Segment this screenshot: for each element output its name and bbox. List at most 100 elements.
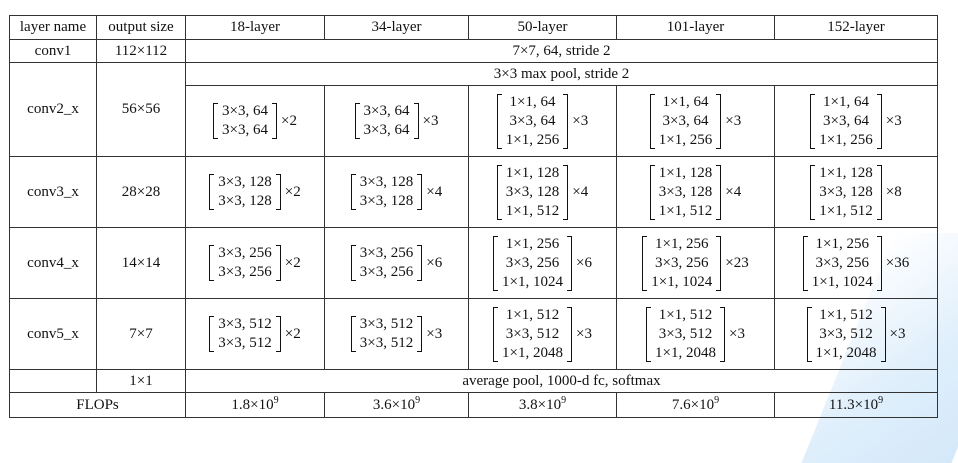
bracket-group: 3×3, 128 3×3, 128 [350,173,423,211]
repeat-count: ×3 [422,112,439,129]
bracket-group: 3×3, 512 3×3, 512 [350,315,423,353]
repeat-count: ×4 [725,183,742,200]
header-cell: 101-layer [616,15,775,40]
flops-mantissa: 7.6×10 [671,396,715,413]
layer-name-cell: conv5_x [9,298,97,370]
output-size-cell: 7×7 [96,298,186,370]
block-layer-spec: 1×1, 256 [505,131,560,148]
block-layer-spec: 1×1, 64 [509,93,556,110]
block-cell: 3×3, 128 3×3, 128 ×4 [324,156,469,228]
bracket-group: 1×1, 512 3×3, 512 1×1, 2048 [806,306,886,363]
block-layer-spec: 3×3, 128 [359,174,414,190]
block-layer-spec: 1×1, 512 [819,306,873,323]
repeat-count: ×3 [889,325,906,342]
block-layer-spec: 1×1, 128 [819,164,873,181]
block-cell: 3×3, 128 3×3, 128 ×2 [185,156,325,228]
block-layer-spec: 3×3, 64 [222,103,268,119]
block-layer-spec: 3×3, 512 [505,325,560,342]
block-layer-spec: 1×1, 128 [658,164,713,181]
block-layer-spec: 3×3, 64 [222,122,268,138]
block-row: conv5_x 7×7 3×3, 512 3×3, 512 ×2 3×3, 512 3×3,… [9,298,938,370]
block-layer-spec: 1×1, 1024 [651,273,713,290]
block-layer-spec: 3×3, 512 [658,325,713,342]
flops-exponent: 9 [273,394,279,406]
block-layer-spec: 3×3, 512 [359,335,414,351]
repeat-count: ×36 [885,254,910,271]
block-layer-spec: 3×3, 256 [505,254,560,271]
bracket-group: 1×1, 256 3×3, 256 1×1, 1024 [493,235,572,292]
bracket-group: 1×1, 128 3×3, 128 1×1, 512 [649,164,722,221]
flops-label-cell: FLOPs [9,392,186,418]
bracket-group: 3×3, 64 3×3, 64 [213,102,277,140]
block-layer-spec: 3×3, 64 [823,112,869,129]
block-cell: 3×3, 256 3×3, 256 ×6 [324,227,469,299]
repeat-count: ×4 [426,183,443,200]
block-layer-spec: 1×1, 256 [655,235,709,252]
header-cell: 34-layer [324,15,469,40]
avgpool-spec-cell: average pool, 1000-d fc, softmax [185,369,938,393]
block-layer-spec: 3×3, 64 [363,122,410,138]
bracket-group: 3×3, 64 3×3, 64 [354,102,419,140]
layer-name-cell: conv1 [9,39,97,63]
repeat-count: ×3 [729,325,745,342]
bracket-group: 3×3, 128 3×3, 128 [209,173,282,211]
flops-mantissa: 11.3×10 [828,396,879,413]
block-cell: 3×3, 512 3×3, 512 ×3 [324,298,469,370]
repeat-count: ×3 [576,325,592,342]
repeat-count: ×2 [281,112,297,129]
block-layer-spec: 3×3, 512 [218,335,272,351]
block-layer-spec: 1×1, 256 [658,131,713,148]
block-cell: 1×1, 128 3×3, 128 1×1, 512 ×4 [468,156,617,228]
bracket-group: 1×1, 512 3×3, 512 1×1, 2048 [646,306,725,363]
bracket-group: 1×1, 256 3×3, 256 1×1, 1024 [642,235,722,292]
bracket-group: 1×1, 128 3×3, 128 1×1, 512 [810,164,883,221]
block-layer-spec: 3×3, 128 [359,193,414,209]
repeat-count: ×3 [426,325,443,342]
bracket-group: 1×1, 512 3×3, 512 1×1, 2048 [493,306,572,363]
layer-name-cell: conv3_x [9,156,97,228]
flops-value-cell: 3.6×109 [324,392,469,418]
block-cell: 3×3, 512 3×3, 512 ×2 [185,298,325,370]
block-cell: 1×1, 128 3×3, 128 1×1, 512 ×8 [774,156,938,228]
block-layer-spec: 1×1, 1024 [811,273,873,290]
block-layer-spec: 3×3, 512 [359,316,414,332]
header-cell: 152-layer [774,15,938,40]
block-row: conv4_x 14×14 3×3, 256 3×3, 256 ×2 3×3, 256 3×… [9,227,938,299]
header-cell: 50-layer [468,15,617,40]
block-layer-spec: 3×3, 64 [509,112,556,129]
repeat-count: ×6 [426,254,443,271]
block-layer-spec: 3×3, 128 [218,193,272,209]
repeat-count: ×3 [725,112,742,129]
conv1-spec-cell: 7×7, 64, stride 2 [185,39,938,63]
block-cell: 1×1, 128 3×3, 128 1×1, 512 ×4 [616,156,775,228]
repeat-count: ×2 [284,254,301,271]
repeat-count: ×6 [576,254,592,271]
avgpool-row: 1×1 average pool, 1000-d fc, softmax [9,369,938,393]
block-layer-spec: 3×3, 128 [218,174,272,190]
maxpool-spec-cell: 3×3 max pool, stride 2 [185,62,938,86]
repeat-count: ×3 [572,112,589,129]
layer-name-cell: conv2_x [9,62,97,157]
block-layer-spec: 3×3, 64 [662,112,709,129]
layer-name-cell: conv4_x [9,227,97,299]
flops-value-cell: 11.3×109 [774,392,938,418]
block-layer-spec: 3×3, 256 [218,264,272,280]
header-cell: output size [96,15,186,40]
block-layer-spec: 1×1, 2048 [502,344,563,361]
block-layer-spec: 3×3, 128 [658,183,713,200]
block-cell: 1×1, 64 3×3, 64 1×1, 256 ×3 [468,85,617,157]
block-layer-spec: 1×1, 1024 [502,273,563,290]
block-layer-spec: 1×1, 256 [505,235,560,252]
header-cell: layer name [9,15,97,40]
flops-value-cell: 1.8×109 [185,392,325,418]
repeat-count: ×2 [284,183,301,200]
block-layer-spec: 3×3, 256 [218,245,272,261]
flops-exponent: 9 [714,394,720,406]
bracket-group: 3×3, 256 3×3, 256 [209,244,282,282]
block-cell: 1×1, 512 3×3, 512 1×1, 2048 ×3 [774,298,938,370]
flops-mantissa: 1.8×10 [231,396,274,413]
block-layer-spec: 3×3, 256 [359,264,414,280]
repeat-count: ×2 [284,325,301,342]
block-cell: 3×3, 256 3×3, 256 ×2 [185,227,325,299]
block-layer-spec: 3×3, 256 [815,254,869,271]
